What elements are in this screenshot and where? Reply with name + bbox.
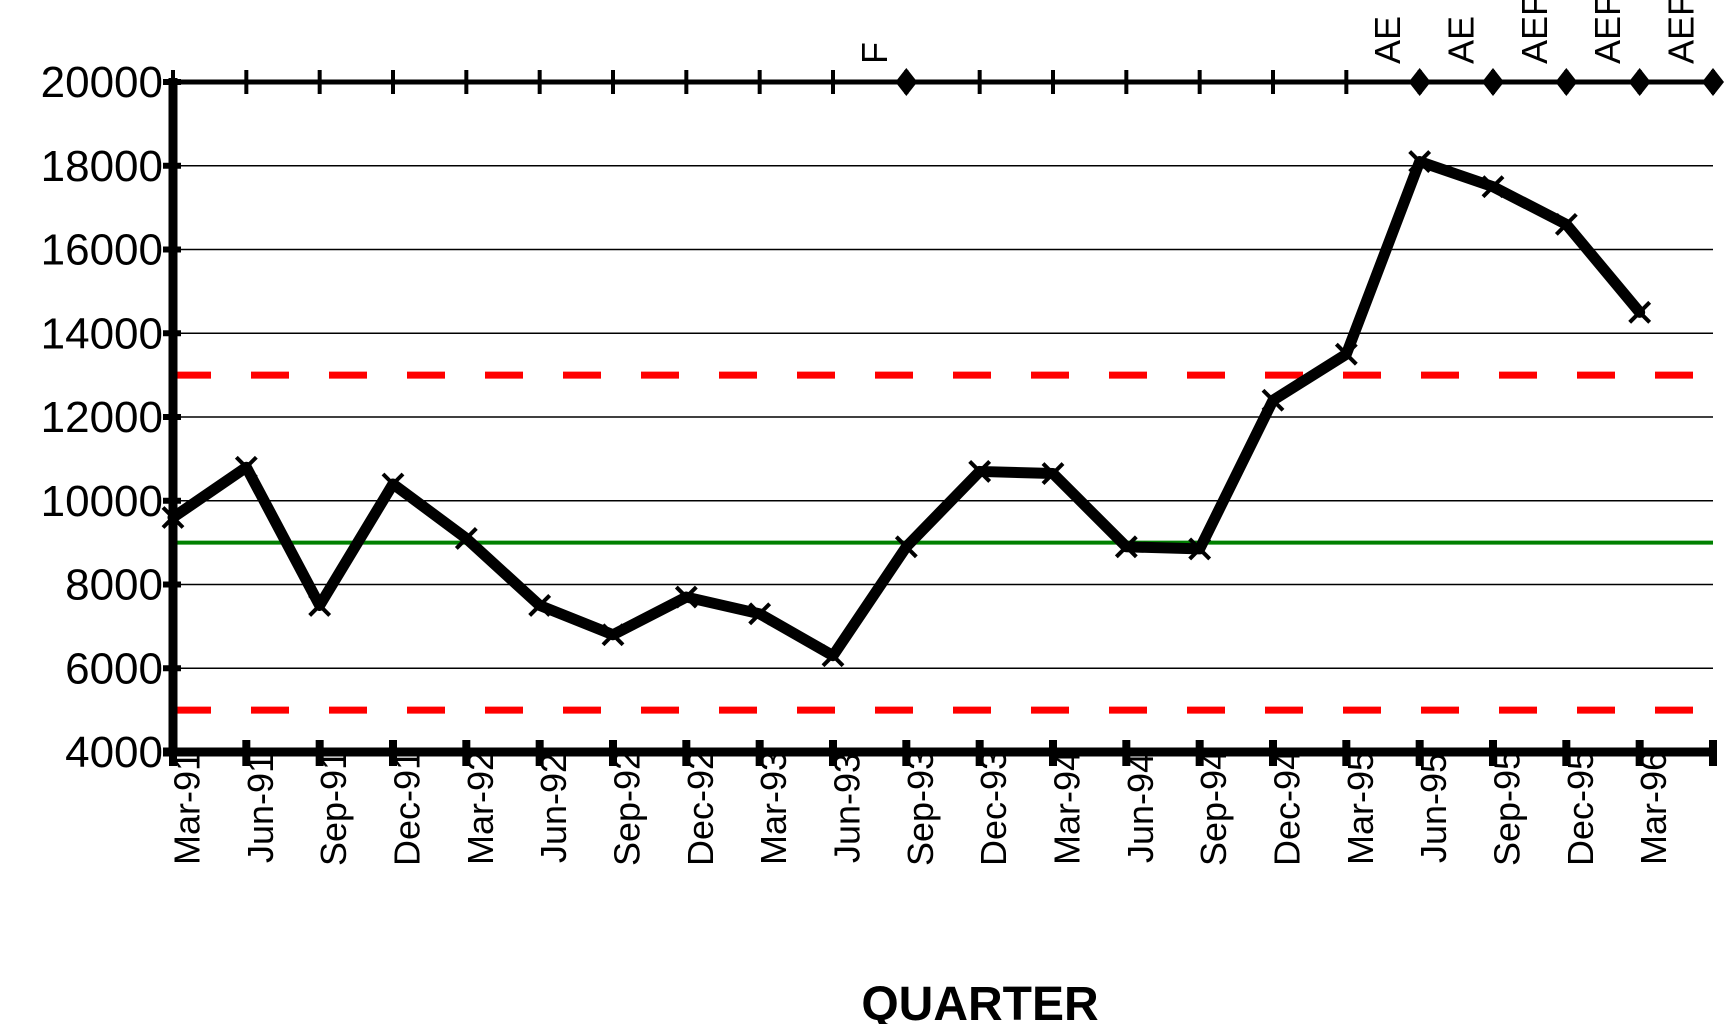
x-tick-label: Sep-93 <box>900 750 941 866</box>
y-tick-label: 8000 <box>65 561 163 610</box>
data-point <box>161 506 185 529</box>
data-point <box>1481 175 1505 199</box>
x-tick-label: Sep-95 <box>1487 750 1528 866</box>
marker-stroke <box>1408 150 1432 173</box>
y-tick-label: 10000 <box>41 477 163 526</box>
y-tick-label: 18000 <box>41 142 163 191</box>
x-tick-label: Mar-95 <box>1340 751 1381 865</box>
y-tick-label: 4000 <box>65 728 163 777</box>
x-tick-label: Sep-91 <box>313 750 354 866</box>
x-tick-label: Jun-94 <box>1120 753 1161 863</box>
marker-stroke <box>234 455 258 479</box>
data-point <box>748 602 772 626</box>
axes <box>163 70 1717 766</box>
flag-marker <box>1408 68 1431 96</box>
flag-label: AEF <box>1587 0 1628 64</box>
marker-stroke <box>894 535 918 559</box>
marker-stroke <box>1114 535 1138 559</box>
reference-lines <box>173 371 1713 714</box>
marker-stroke <box>1628 300 1652 324</box>
y-tick-labels: 4000 6000 8000 10000 12000 14000 16000 18000 200… <box>41 58 163 777</box>
marker-stroke <box>821 644 845 668</box>
flag-label: AEF <box>1514 0 1555 64</box>
marker-stroke <box>601 623 625 647</box>
x-tick-label: Jun-91 <box>240 753 281 863</box>
marker-stroke <box>1554 212 1578 236</box>
data-point <box>381 472 405 496</box>
series-group <box>161 150 1652 668</box>
data-point <box>234 455 258 479</box>
data-point <box>894 535 918 559</box>
x-tick-label: Dec-92 <box>680 750 721 866</box>
x-tick-label: Sep-94 <box>1193 750 1234 866</box>
y-tick-label: 16000 <box>41 226 163 275</box>
flag-marker <box>1482 68 1504 96</box>
marker-stroke <box>308 594 332 617</box>
x-tick-labels: Mar-91 Jun-91 Sep-91 Dec-91 Mar-92 Jun-92 Sep-… <box>167 750 1675 866</box>
x-tick-label: Mar-91 <box>167 751 208 865</box>
data-point <box>1334 342 1358 366</box>
flag-label: AE <box>1367 16 1408 64</box>
y-tick-label: 20000 <box>41 58 163 107</box>
y-tick-label: 6000 <box>65 644 163 693</box>
flag-label: AEF <box>1661 0 1702 64</box>
flag-label: F <box>854 42 895 64</box>
marker-stroke <box>968 460 992 483</box>
data-point <box>1188 537 1212 561</box>
x-tick-label: Dec-93 <box>973 750 1014 866</box>
marker-stroke <box>528 594 552 617</box>
x-tick-label: Mar-92 <box>460 751 501 865</box>
marker-stroke <box>748 602 772 626</box>
marker-stroke <box>1041 462 1065 485</box>
data-point <box>1628 300 1652 324</box>
data-point <box>1554 212 1578 236</box>
data-point <box>674 585 698 609</box>
x-tick-label: Mar-93 <box>753 751 794 865</box>
flag-label: AE <box>1441 16 1482 64</box>
x-tick-label: Jun-93 <box>827 753 868 863</box>
data-point <box>308 594 332 617</box>
data-point <box>1408 150 1432 173</box>
x-axis-title: QUARTER <box>861 978 1098 1024</box>
x-tick-label: Dec-94 <box>1267 750 1308 866</box>
x-tick-label: Jun-95 <box>1413 753 1454 863</box>
marker-stroke <box>161 506 185 529</box>
data-point <box>1261 388 1285 412</box>
y-tick-label: 14000 <box>41 309 163 358</box>
data-point <box>601 623 625 647</box>
data-point <box>528 594 552 617</box>
marker-stroke <box>674 585 698 609</box>
series-line <box>167 156 1646 662</box>
data-point <box>454 527 478 550</box>
flag-marker <box>1555 68 1578 96</box>
marker-stroke <box>454 527 478 550</box>
x-tick-label: Mar-96 <box>1633 751 1674 865</box>
data-point <box>821 644 845 668</box>
flag-marker <box>1628 68 1651 96</box>
x-tick-label: Sep-92 <box>607 750 648 866</box>
data-point <box>968 460 992 483</box>
x-tick-label: Jun-92 <box>533 753 574 863</box>
gridlines <box>173 165 1713 669</box>
marker-stroke <box>1188 537 1212 561</box>
marker-stroke <box>1481 175 1505 199</box>
marker-stroke <box>381 472 405 496</box>
top-flags: F AE AE AEF AEF AEF <box>854 0 1724 96</box>
x-tick-label: Dec-95 <box>1560 750 1601 866</box>
data-point <box>1114 535 1138 559</box>
x-tick-label: Dec-91 <box>387 750 428 866</box>
marker-stroke <box>1334 342 1358 366</box>
flag-marker <box>895 68 918 96</box>
flag-marker <box>1702 68 1724 96</box>
x-tick-label: Mar-94 <box>1047 751 1088 865</box>
y-tick-label: 12000 <box>41 393 163 442</box>
marker-stroke <box>1261 388 1285 412</box>
data-point <box>1041 462 1065 485</box>
